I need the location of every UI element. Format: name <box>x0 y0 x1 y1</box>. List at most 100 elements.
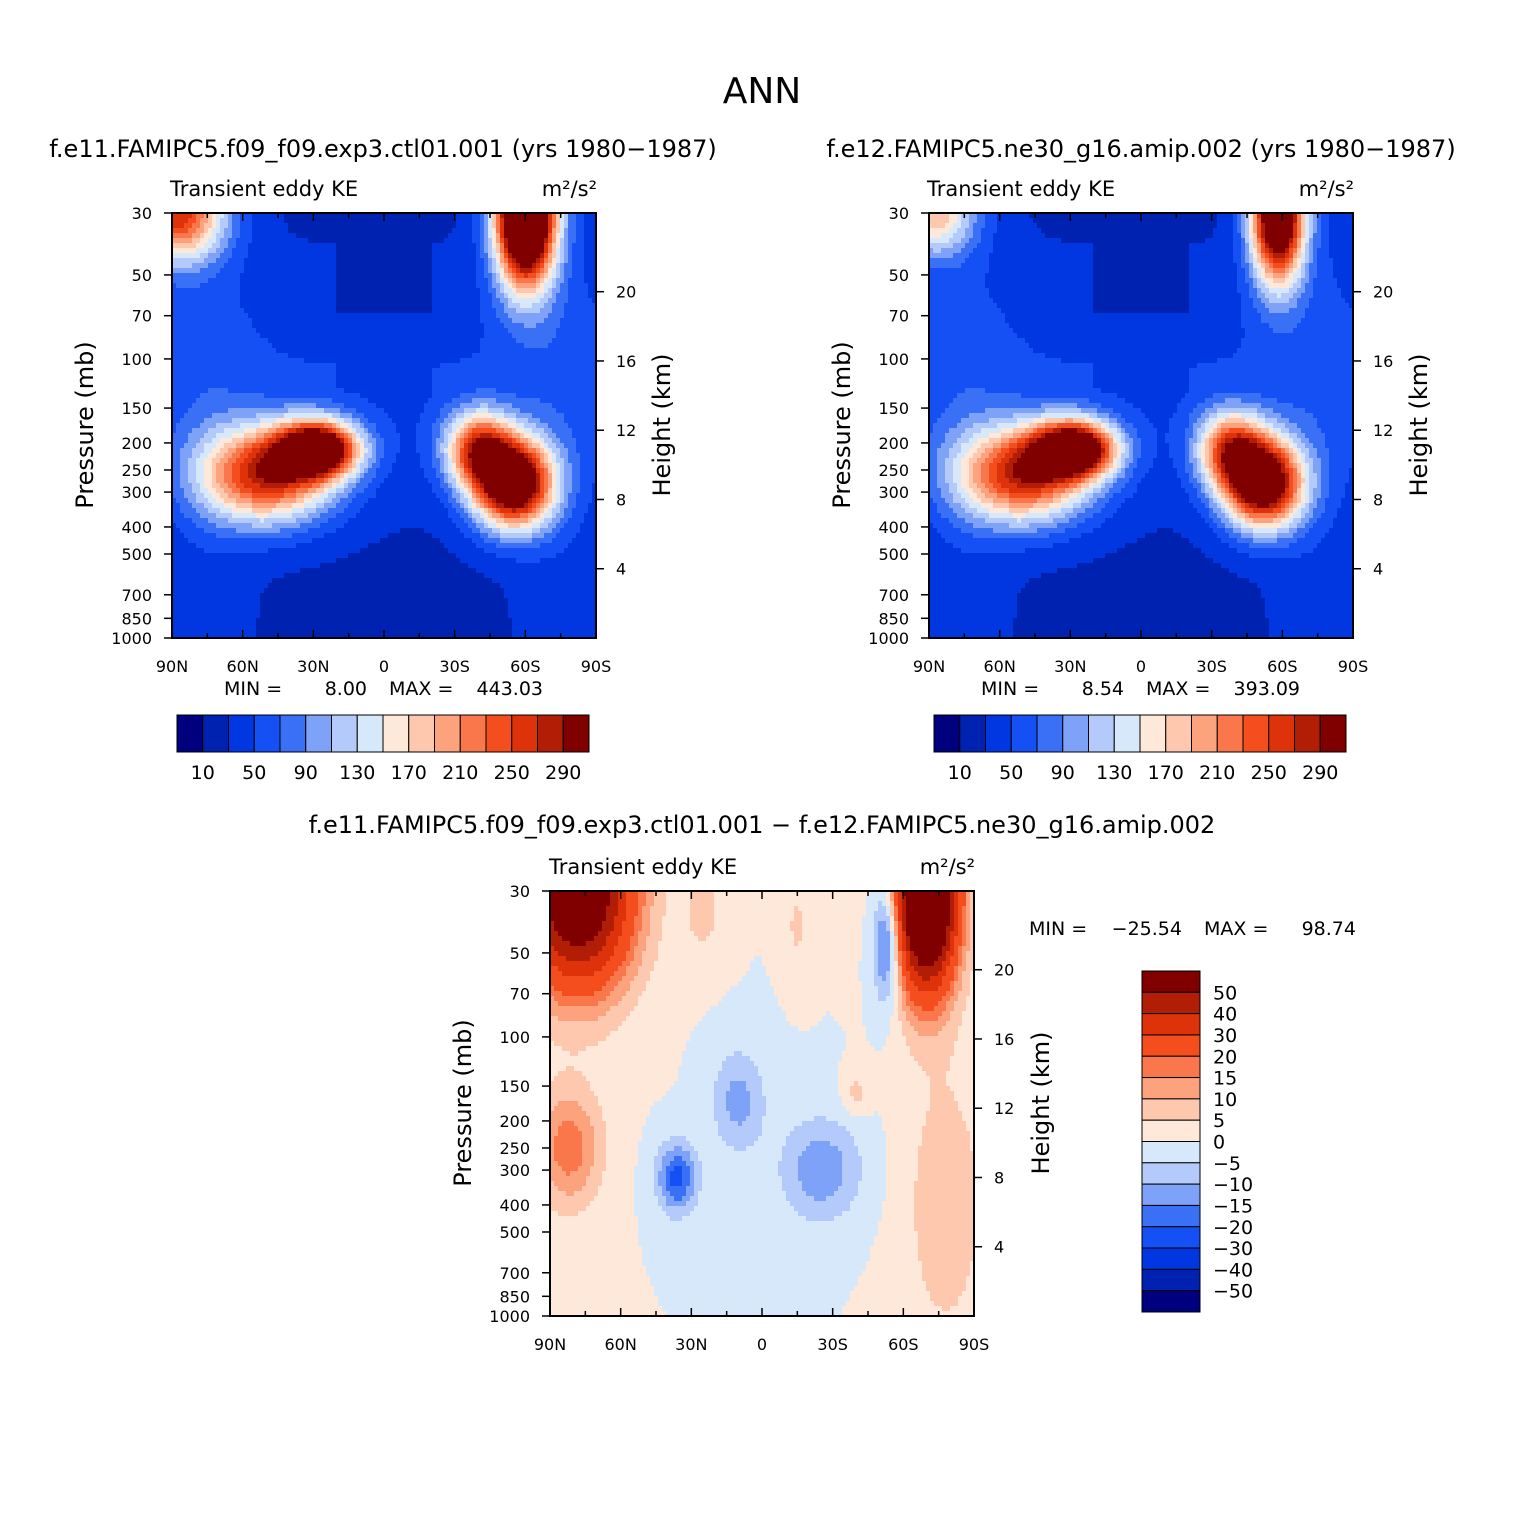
panel-1-field-cell <box>340 408 357 414</box>
panel-1-field-cell <box>584 513 597 519</box>
panel-1-field-cell <box>320 428 329 434</box>
panel-2-field-cell <box>1209 508 1214 514</box>
panel-1-field-cell <box>528 458 533 464</box>
panel-1-field-cell <box>456 463 461 469</box>
panel-diff-field-cell <box>670 1136 687 1142</box>
panel-diff-field-cell <box>586 1076 679 1082</box>
panel-2-field-cell <box>1073 488 1082 494</box>
panel-diff-field-cell <box>914 1216 975 1222</box>
panel-diff-field-cell <box>802 936 863 942</box>
panel-2-field-cell <box>977 438 990 444</box>
panel-2-field-cell <box>1257 283 1266 289</box>
panel-diff-field-cell <box>862 1156 887 1162</box>
panel-2-field-cell <box>1105 453 1110 459</box>
panel-1-field-cell <box>196 543 297 549</box>
panel-2-field-cell <box>929 568 1058 574</box>
panel-diff-field-cell <box>906 956 911 962</box>
panel-1-field-cell <box>248 313 481 319</box>
panel-1-field-cell <box>212 463 217 469</box>
panel-diff-field-cell <box>658 1151 667 1157</box>
panel-diff-field-cell <box>602 1116 647 1122</box>
panel-2-field-cell <box>989 463 998 469</box>
panel-1-field-cell <box>476 483 481 489</box>
panel-diff-field-cell <box>954 936 963 942</box>
panel-2-field-cell <box>1009 458 1018 464</box>
panel-diff-field-cell <box>846 1036 867 1042</box>
panel-1-field-cell <box>300 568 477 574</box>
panel-2-field-cell <box>1289 298 1298 304</box>
panel-1-field-cell <box>532 508 537 514</box>
panel-2-field-cell <box>929 393 958 399</box>
panel-1-field-cell <box>496 293 505 299</box>
panel-diff-field-cell <box>550 1211 559 1217</box>
panel-2-field-cell <box>1305 513 1314 519</box>
panel-2-field-cell <box>961 493 970 499</box>
panel-1-field-cell <box>512 428 517 434</box>
panel-2-field-cell <box>1245 273 1250 279</box>
panel-2-field-cell <box>1121 468 1126 474</box>
panel-diff-field-cell <box>686 1191 695 1197</box>
panel-diff-field-cell <box>862 1271 923 1277</box>
panel-diff-field-cell <box>934 1301 959 1307</box>
panel-diff-field-cell <box>954 911 959 917</box>
panel-2-minmax: MIN = 8.54 MAX = 393.09 <box>981 678 1300 700</box>
panel-diff-field-cell <box>626 956 635 962</box>
panel-2-field-cell <box>1221 423 1250 429</box>
panel-2-field-cell <box>1125 443 1130 449</box>
panel-1-field-cell <box>300 483 313 489</box>
panel-diff-field-cell <box>634 1166 655 1172</box>
panel-1-field-cell <box>440 483 449 489</box>
panel-2-field-cell <box>1257 273 1262 279</box>
panel-2-field-cell <box>1177 473 1190 479</box>
panel-diff-field-cell <box>850 1206 883 1212</box>
panel-1-field-cell <box>172 563 321 569</box>
panel-1-field-cell <box>172 428 177 434</box>
panel-2-field-cell <box>1201 498 1210 504</box>
panel-diff-field-cell <box>590 1166 607 1172</box>
panel-diff-field-cell <box>550 1046 563 1052</box>
panel-1-field-cell <box>472 518 477 524</box>
panel-diff-field-cell <box>954 986 963 992</box>
panel-2-field-cell <box>929 548 962 554</box>
panel-diff-field-cell <box>858 961 875 967</box>
panel-diff-field-cell <box>890 961 895 967</box>
panel-1-field-cell <box>220 243 229 249</box>
panel-2-field-cell <box>1309 218 1314 224</box>
panel-2-field-cell <box>981 443 994 449</box>
panel-diff-field-cell <box>886 971 891 977</box>
panel-diff-y-tick-label: 850 <box>499 1287 530 1306</box>
panel-2-field-cell <box>929 273 986 279</box>
panel-1-field-cell <box>548 448 553 454</box>
panel-1-field-cell <box>440 413 449 419</box>
panel-diff-field-cell <box>962 971 971 977</box>
panel-1-field-cell <box>400 443 417 449</box>
panel-2-field-cell <box>1253 538 1278 544</box>
panel-1-field-cell <box>344 438 349 444</box>
panel-2-field-cell <box>1273 273 1286 279</box>
panel-2-field-cell <box>1317 228 1322 234</box>
panel-1-field-cell <box>484 508 489 514</box>
panel-diff-field-cell <box>850 1086 863 1092</box>
panel-2-field-cell <box>1245 223 1250 229</box>
panel-2-field-cell <box>1233 218 1238 224</box>
panel-1-field-cell <box>368 458 377 464</box>
panel-2-field-cell <box>1301 508 1310 514</box>
panel-2-field-cell <box>965 488 974 494</box>
panel-diff-field-cell <box>954 906 959 912</box>
panel-1-field-cell <box>232 418 261 424</box>
panel-1-field-cell <box>244 483 261 489</box>
panel-2-field-cell <box>1265 243 1270 249</box>
panel-1-field-cell <box>488 253 493 259</box>
panel-2-field-cell <box>1141 453 1158 459</box>
panel-2-field-cell <box>1273 423 1286 429</box>
panel-2-field-cell <box>1041 228 1214 234</box>
panel-diff-field-cell <box>774 991 863 997</box>
panel-1-field-cell <box>492 218 497 224</box>
panel-diff-field-cell <box>714 906 795 912</box>
panel-1-field-cell <box>252 478 265 484</box>
panel-2-field-cell <box>985 213 998 219</box>
panel-diff-field-cell <box>890 921 895 927</box>
panel-2-field-cell <box>929 308 1002 314</box>
panel-2-field-cell <box>1245 268 1250 274</box>
panel-1-field-cell <box>240 283 337 289</box>
